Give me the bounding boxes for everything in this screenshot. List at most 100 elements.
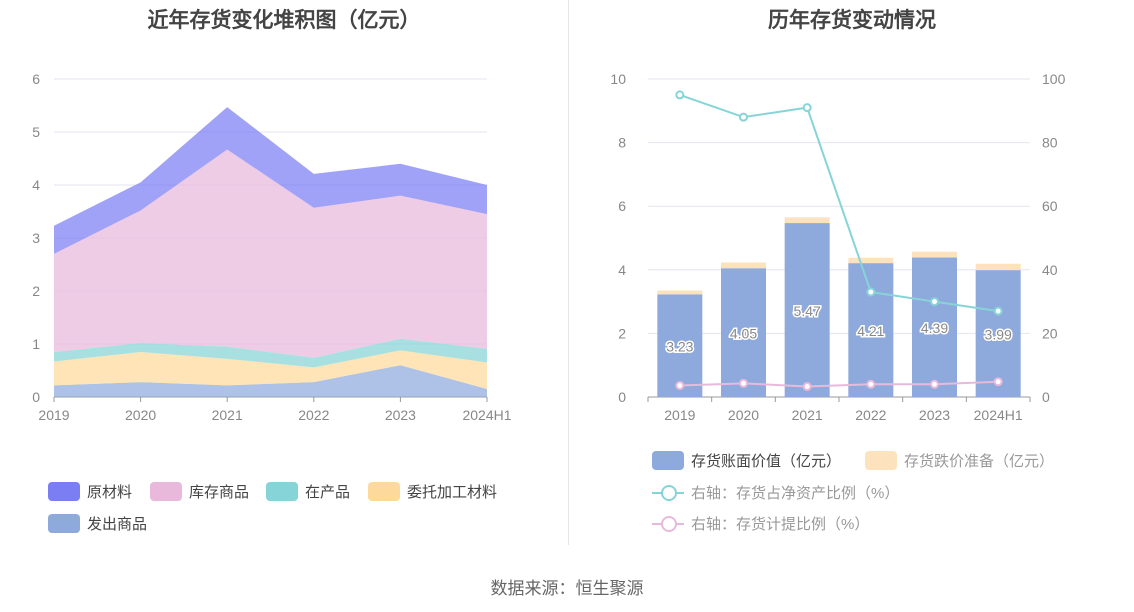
area-发出商品 [54, 365, 487, 397]
legend-label: 存货跌价准备（亿元） [904, 453, 1055, 470]
legend-item[interactable]: 存货跌价准备（亿元） [865, 450, 1054, 471]
bar-provision [912, 251, 957, 258]
bar-data-label: 3.23 [666, 339, 693, 355]
line-point [866, 287, 876, 297]
x-tick-label: 2021 [212, 407, 243, 423]
x-tick-label: 2021 [792, 407, 823, 423]
line-point [675, 90, 685, 100]
bar-line-panel: 历年存货变动情况 0 2 4 6 8 10 0 20 40 60 80 100 3.23 4.05 5.47… [570, 0, 1134, 545]
y-tick-label: 10 [610, 71, 626, 87]
legend-label: 在产品 [305, 484, 351, 501]
bar-book-value [975, 270, 1021, 397]
area-在产品 [54, 338, 487, 368]
legend-label: 右轴：存货占净资产比例（%） [691, 485, 900, 502]
legend-label: 委托加工材料 [407, 484, 498, 501]
legend-swatch [368, 482, 400, 501]
legend-item[interactable]: 右轴：存货占净资产比例（%） [652, 482, 899, 503]
y-tick-label: 6 [618, 198, 626, 214]
bar-provision [784, 217, 830, 224]
bar-data-label: 4.05 [730, 326, 757, 342]
legend-item[interactable]: 委托加工材料 [368, 481, 497, 502]
line-point [739, 112, 748, 122]
legend-item[interactable]: 在产品 [266, 481, 350, 502]
legend-label: 存货账面价值（亿元） [691, 453, 842, 470]
y2-tick-label: 40 [1042, 262, 1058, 278]
line-右轴：存货占净资产比例（%） [679, 93, 999, 313]
y-tick-label: 2 [32, 283, 40, 299]
legend-item[interactable]: 原材料 [48, 481, 132, 502]
x-tick-label: 2022 [298, 407, 329, 423]
x-tick-label: 2023 [919, 407, 950, 423]
y-tick-label: 3 [32, 230, 40, 246]
legend-swatch [150, 482, 182, 501]
y2-tick-label: 0 [1042, 389, 1050, 405]
x-tick-label: 2023 [385, 407, 416, 423]
legend-label: 右轴：存货计提比例（%） [691, 516, 870, 533]
y2-tick-label: 80 [1042, 135, 1058, 151]
bar-provision [721, 262, 766, 269]
x-tick-label: 2019 [38, 407, 69, 423]
line-右轴：存货计提比例（%） [679, 380, 999, 388]
x-tick-label: 2024H1 [974, 407, 1023, 423]
y-tick-label: 0 [618, 389, 626, 405]
area-库存商品 [54, 149, 487, 358]
bar-book-value [657, 294, 703, 397]
legend-item[interactable]: 右轴：存货计提比例（%） [652, 513, 869, 534]
area-原材料 [54, 107, 487, 254]
line-point [802, 103, 812, 113]
legend-item[interactable]: 发出商品 [48, 513, 147, 534]
x-tick-label: 2024H1 [462, 407, 511, 423]
line-point [675, 381, 685, 391]
legend-swatch [652, 483, 684, 502]
legend-swatch [652, 451, 684, 470]
y2-tick-label: 100 [1042, 71, 1066, 87]
legend-label: 库存商品 [189, 484, 250, 501]
y-tick-label: 1 [32, 336, 40, 352]
legend-label: 原材料 [87, 484, 133, 501]
bar-book-value [784, 223, 830, 397]
legend-swatch [652, 514, 684, 533]
legend-swatch [865, 451, 897, 470]
y-tick-label: 5 [32, 124, 40, 140]
bar-data-label: 3.99 [985, 327, 1012, 343]
legend-item[interactable]: 库存商品 [150, 481, 249, 502]
stacked-area-panel: 近年存货变化堆积图（亿元） 0 1 2 3 4 5 6 2019 2020 2021 2022 202… [0, 0, 568, 545]
line-point [930, 379, 939, 389]
stacked-area-chart: 0 1 2 3 4 5 6 2019 2020 2021 2022 2023 2024H1 [32, 71, 512, 423]
x-tick-label: 2020 [728, 407, 759, 423]
bar-book-value [848, 263, 894, 397]
x-tick-label: 2020 [125, 407, 156, 423]
bar-provision [657, 290, 703, 295]
y-tick-label: 2 [618, 325, 626, 341]
y-tick-label: 6 [32, 71, 40, 87]
bar-data-label: 5.47 [794, 303, 821, 319]
area-委托加工材料 [54, 350, 487, 390]
y-tick-label: 4 [32, 177, 40, 193]
legend-label: 发出商品 [87, 516, 148, 533]
right-chart-title: 历年存货变动情况 [768, 9, 936, 32]
bar-provision [848, 257, 894, 264]
y-tick-label: 4 [618, 262, 626, 278]
y-tick-label: 8 [618, 135, 626, 151]
legend-swatch [266, 482, 298, 501]
bar-data-label: 4.39 [921, 320, 948, 336]
line-point [993, 377, 1003, 387]
y-tick-label: 0 [32, 389, 40, 405]
data-source: 数据来源：恒生聚源 [490, 579, 644, 598]
panel-divider [568, 0, 569, 545]
legend-item[interactable]: 存货账面价值（亿元） [652, 450, 841, 471]
bar-data-label: 4.21 [857, 323, 884, 339]
legend-swatch [48, 514, 80, 533]
line-point [866, 379, 876, 389]
bar-book-value [721, 268, 766, 397]
line-point [993, 306, 1003, 316]
legend-swatch [48, 482, 80, 501]
line-point [739, 378, 748, 388]
y2-tick-label: 20 [1042, 325, 1058, 341]
bar-book-value [912, 257, 957, 397]
x-tick-label: 2019 [664, 407, 695, 423]
x-tick-label: 2022 [855, 407, 886, 423]
y2-tick-label: 60 [1042, 198, 1058, 214]
line-point [930, 297, 939, 307]
